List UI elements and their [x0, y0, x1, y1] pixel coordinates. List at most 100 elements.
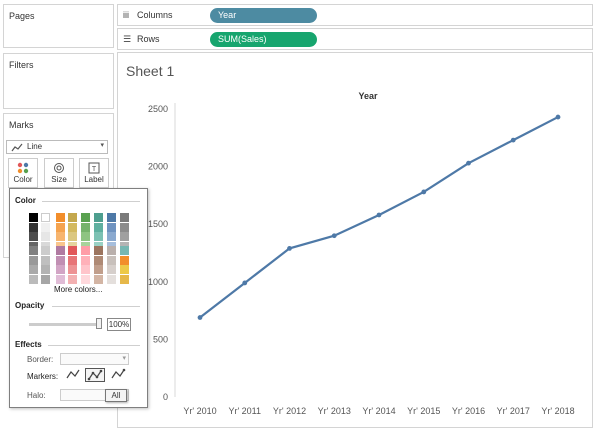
color-swatch[interactable]	[56, 232, 65, 241]
x-tick-label: Yr' 2018	[541, 406, 574, 416]
y-tick-label: 500	[153, 334, 168, 344]
color-swatch[interactable]	[120, 255, 129, 265]
color-swatch[interactable]	[107, 246, 116, 255]
rows-shelf[interactable]: ☰ Rows SUM(Sales)	[117, 28, 593, 50]
color-swatch[interactable]	[41, 213, 50, 222]
color-swatch[interactable]	[94, 246, 103, 255]
color-swatch[interactable]	[81, 265, 90, 274]
color-swatch[interactable]	[29, 246, 38, 255]
color-swatch[interactable]	[120, 246, 129, 255]
color-swatch[interactable]	[41, 246, 50, 255]
columns-shelf[interactable]: iii Columns Year	[117, 4, 593, 26]
filters-title: Filters	[9, 60, 34, 70]
size-button[interactable]: Size	[44, 158, 74, 188]
color-swatch[interactable]	[56, 246, 65, 255]
opacity-slider-track[interactable]	[29, 323, 99, 326]
color-swatch[interactable]	[68, 222, 77, 232]
color-swatch[interactable]	[107, 222, 116, 232]
color-swatch[interactable]	[68, 232, 77, 241]
color-swatch[interactable]	[29, 222, 38, 232]
color-swatch[interactable]	[120, 265, 129, 274]
color-swatch[interactable]	[120, 222, 129, 232]
line-end-markers-icon	[111, 368, 126, 379]
data-point[interactable]	[421, 189, 427, 195]
size-icon	[54, 163, 64, 173]
border-label: Border:	[27, 355, 54, 364]
x-tick-label: Yr' 2011	[228, 406, 261, 416]
color-swatch[interactable]	[107, 232, 116, 241]
x-tick-label: Yr' 2015	[407, 406, 440, 416]
color-swatch[interactable]	[81, 222, 90, 232]
marker-all-option[interactable]	[85, 368, 105, 382]
marker-endpoints-option[interactable]	[108, 368, 128, 382]
color-swatch[interactable]	[56, 274, 65, 284]
color-swatch[interactable]	[68, 274, 77, 284]
color-button-label: Color	[13, 175, 33, 184]
chevron-down-icon: ▾	[100, 142, 104, 149]
pages-title: Pages	[9, 11, 35, 21]
more-colors-link[interactable]: More colors...	[54, 285, 103, 294]
color-swatch[interactable]	[41, 232, 50, 241]
color-swatch[interactable]	[56, 265, 65, 274]
color-swatch[interactable]	[120, 213, 129, 222]
data-point[interactable]	[197, 315, 203, 320]
color-swatch[interactable]	[120, 274, 129, 284]
color-swatch[interactable]	[107, 255, 116, 265]
data-point[interactable]	[510, 137, 516, 143]
color-swatch[interactable]	[107, 213, 116, 222]
x-tick-label: Yr' 2014	[362, 406, 395, 416]
color-swatch[interactable]	[81, 232, 90, 241]
color-swatch[interactable]	[81, 213, 90, 222]
color-swatch[interactable]	[94, 232, 103, 241]
color-swatch[interactable]	[68, 213, 77, 222]
sheet-view: Sheet 1 Year 0 500 1000 1500 2000 2500 Yr' 20…	[117, 52, 593, 428]
color-swatch[interactable]	[41, 222, 50, 232]
color-swatch[interactable]	[81, 255, 90, 265]
color-swatch[interactable]	[29, 213, 38, 222]
y-tick-label: 1500	[148, 219, 168, 229]
color-swatch[interactable]	[56, 213, 65, 222]
color-swatch[interactable]	[81, 246, 90, 255]
color-swatch[interactable]	[41, 274, 50, 284]
color-swatch[interactable]	[41, 265, 50, 274]
color-swatch[interactable]	[29, 232, 38, 241]
color-swatch[interactable]	[107, 265, 116, 274]
opacity-value-box[interactable]: 100%	[107, 318, 131, 331]
opacity-slider-handle[interactable]	[96, 318, 102, 329]
line-with-markers-icon	[87, 369, 103, 381]
color-swatch[interactable]	[29, 274, 38, 284]
mark-type-dropdown[interactable]: Line ▾	[6, 140, 108, 154]
color-swatch[interactable]	[68, 265, 77, 274]
year-pill[interactable]: Year	[210, 8, 317, 23]
data-point[interactable]	[331, 233, 337, 239]
color-swatch[interactable]	[68, 255, 77, 265]
label-button[interactable]: T Label	[79, 158, 109, 188]
color-swatch[interactable]	[29, 255, 38, 265]
border-dropdown[interactable]: ▾	[60, 353, 129, 365]
color-swatch[interactable]	[68, 246, 77, 255]
sum-sales-pill[interactable]: SUM(Sales)	[210, 32, 317, 47]
color-swatch[interactable]	[107, 274, 116, 284]
x-tick-label: Yr' 2012	[273, 406, 306, 416]
color-swatch[interactable]	[41, 255, 50, 265]
color-swatch[interactable]	[81, 274, 90, 284]
y-tick-label: 0	[163, 392, 168, 402]
color-button[interactable]: Color	[8, 158, 38, 188]
data-point[interactable]	[555, 114, 561, 120]
data-point[interactable]	[376, 212, 382, 218]
data-point[interactable]	[287, 245, 292, 251]
color-swatch[interactable]	[120, 232, 129, 241]
color-swatch[interactable]	[56, 222, 65, 232]
color-swatch[interactable]	[94, 265, 103, 274]
color-swatch[interactable]	[56, 255, 65, 265]
size-button-label: Size	[51, 175, 67, 184]
pages-panel: Pages	[3, 4, 114, 48]
color-swatch[interactable]	[94, 274, 103, 284]
data-point[interactable]	[242, 280, 248, 286]
data-point[interactable]	[466, 160, 471, 166]
color-swatch[interactable]	[94, 222, 103, 232]
marker-none-option[interactable]	[63, 368, 83, 382]
color-swatch[interactable]	[94, 255, 103, 265]
color-swatch[interactable]	[94, 213, 103, 222]
color-swatch[interactable]	[29, 265, 38, 274]
